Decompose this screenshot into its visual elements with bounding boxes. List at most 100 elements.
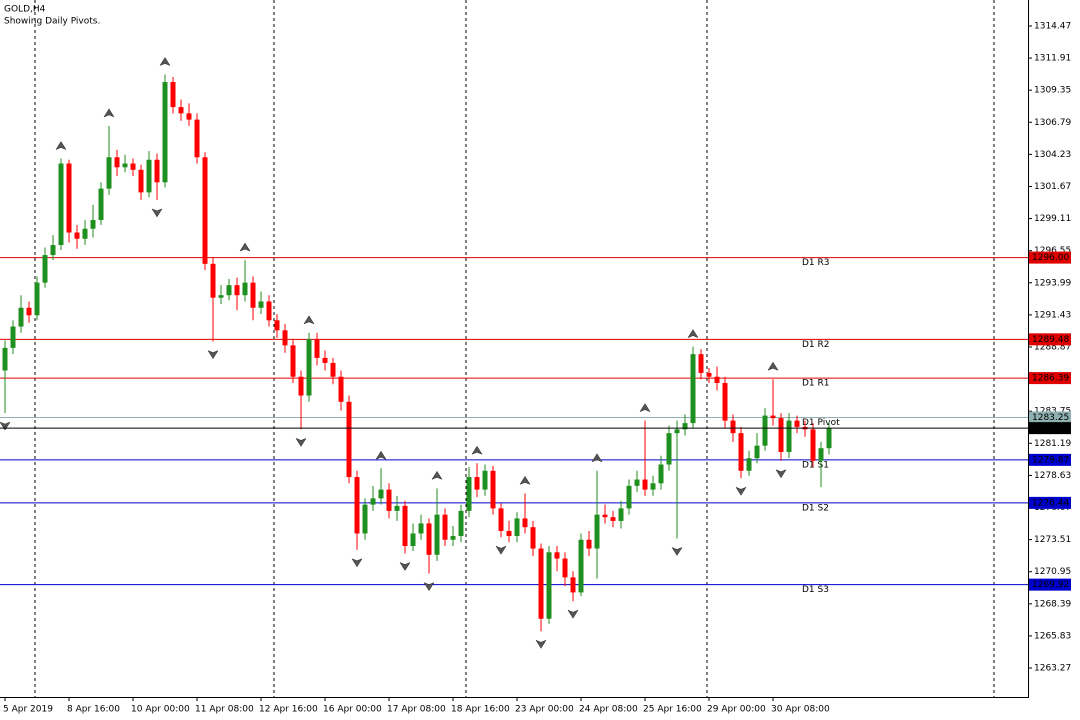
candle-body — [746, 458, 752, 471]
candle-body — [618, 508, 624, 521]
candle-body — [258, 301, 264, 308]
y-tick-label: 1293.99 — [1034, 278, 1071, 288]
candle-body — [762, 415, 768, 446]
x-tick-label: 17 Apr 08:00 — [387, 705, 446, 715]
pivot-price-label: 1283.25 — [1032, 413, 1069, 423]
candle-body — [562, 558, 568, 578]
candle-body — [386, 489, 392, 511]
pivot-price-box — [1029, 453, 1071, 466]
fractal-down — [151, 208, 163, 218]
y-tick-label: 1270.95 — [1034, 567, 1071, 577]
chart-subtitle: Showing Daily Pivots. — [4, 17, 100, 27]
fractal-down — [295, 437, 307, 447]
y-tick-label: 1301.67 — [1034, 182, 1071, 192]
pivot-name: D1 R1 — [802, 379, 830, 389]
pivot-price-label: 1296.00 — [1032, 253, 1069, 263]
candle-body — [418, 523, 424, 534]
pivot-name: D1 R2 — [802, 340, 830, 350]
candle-body — [722, 382, 728, 421]
candle-body — [506, 530, 512, 536]
fractal-up — [239, 242, 251, 252]
x-tick-label: 10 Apr 00:00 — [131, 705, 190, 715]
candle-body — [210, 263, 216, 298]
candle-body — [570, 577, 576, 593]
candle-body — [282, 330, 288, 346]
candle-body — [514, 518, 520, 536]
last-price-box — [1029, 422, 1071, 435]
fractal-up — [375, 450, 387, 460]
candle-body — [138, 169, 144, 193]
candle-body — [234, 285, 240, 296]
candle-body — [50, 245, 56, 256]
candle-body — [434, 514, 440, 555]
candle-body — [290, 345, 296, 377]
candle-body — [106, 157, 112, 189]
candle-body — [498, 508, 504, 531]
candle-body — [370, 498, 376, 505]
candle-body — [650, 483, 656, 490]
candle-body — [178, 107, 184, 114]
pivot-price-label: 1286.39 — [1032, 374, 1069, 384]
fractal-down — [351, 558, 363, 568]
candle-body — [42, 255, 48, 283]
candle-body — [114, 157, 120, 168]
candle-body — [706, 372, 712, 377]
candle-body — [586, 539, 592, 549]
fractal-up — [303, 315, 315, 325]
candle-body — [162, 82, 168, 183]
candle-body — [250, 282, 256, 308]
y-tick-label: 1296.55 — [1034, 246, 1071, 256]
candle-body — [378, 489, 384, 499]
candle-body — [770, 415, 776, 419]
candle-body — [530, 527, 536, 549]
fractal-down — [399, 562, 411, 572]
fractal-down — [567, 609, 579, 619]
candle-body — [82, 228, 88, 239]
candle-body — [242, 282, 248, 296]
candle-body — [610, 517, 616, 521]
candle-body — [362, 504, 368, 534]
candle-body — [690, 354, 696, 424]
pivot-price-label: 1279.87 — [1032, 455, 1069, 465]
pivot-price-label: 1269.92 — [1032, 580, 1069, 590]
candle-body — [98, 188, 104, 220]
fractal-down — [495, 545, 507, 555]
candle-body — [538, 548, 544, 619]
candle-body — [466, 477, 472, 511]
candle-body — [482, 470, 488, 490]
fractal-down — [423, 582, 435, 592]
x-tick-label: 24 Apr 08:00 — [579, 705, 638, 715]
candle-body — [682, 423, 688, 430]
y-tick-label: 1299.11 — [1034, 214, 1071, 224]
pivot-price-box — [1029, 251, 1071, 264]
candle-body — [474, 477, 480, 490]
x-tick-label: 30 Apr 08:00 — [771, 705, 830, 715]
fractal-up — [103, 108, 115, 118]
candle-body — [794, 420, 800, 427]
fractal-down — [735, 486, 747, 496]
candle-body — [410, 533, 416, 547]
candle-body — [546, 552, 552, 619]
x-tick-label: 8 Apr 16:00 — [67, 705, 120, 715]
candle-body — [274, 320, 280, 331]
fractal-up — [591, 453, 603, 463]
candle-body — [154, 159, 160, 183]
pivot-name: D1 S1 — [802, 460, 829, 470]
x-tick-label: 23 Apr 00:00 — [515, 705, 574, 715]
candle-body — [666, 433, 672, 465]
candle-body — [338, 376, 344, 402]
candle-body — [402, 505, 408, 547]
candle-body — [554, 552, 560, 559]
candle-body — [346, 401, 352, 478]
candle-body — [298, 376, 304, 396]
y-tick-label: 1268.39 — [1034, 599, 1071, 609]
candle-body — [634, 479, 640, 486]
candle-body — [490, 470, 496, 509]
candle-body — [170, 82, 176, 108]
candle-body — [626, 485, 632, 509]
y-tick-label: 1265.83 — [1034, 631, 1071, 641]
candle-body — [186, 113, 192, 120]
candle-body — [714, 376, 720, 383]
candle-body — [26, 307, 32, 316]
fractal-up — [519, 475, 531, 485]
